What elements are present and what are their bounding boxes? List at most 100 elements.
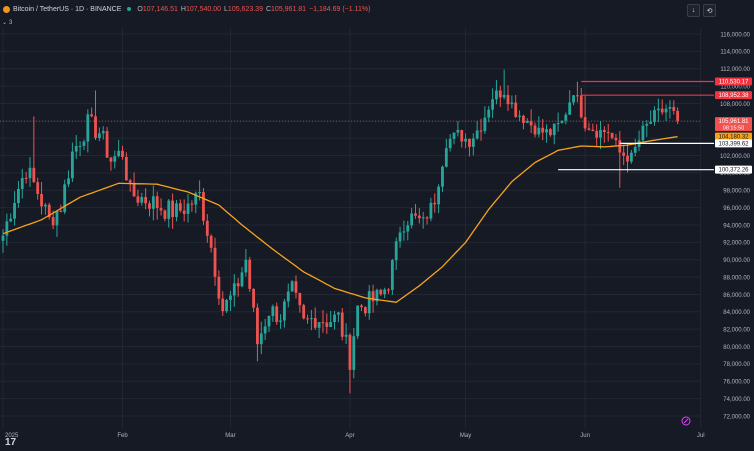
- candle-body: [236, 283, 240, 287]
- candle-body: [425, 217, 429, 219]
- market-status-icon: [127, 7, 132, 11]
- candle-body: [333, 314, 336, 323]
- price-tick-label: 96,000.00: [723, 206, 750, 212]
- candle-body: [190, 203, 194, 205]
- candle-body: [20, 177, 24, 189]
- candle-body: [313, 318, 317, 328]
- candle-body: [390, 260, 394, 290]
- symbol-name: Bitcoin / TetherUS · 1D · BINANCE: [13, 5, 122, 13]
- time-tick-label: Feb: [117, 433, 128, 439]
- candle-body: [606, 132, 610, 134]
- price-tick-label: 112,000.00: [720, 67, 750, 73]
- indicators-toggle[interactable]: ⌄ 3: [2, 19, 13, 27]
- candle-body: [421, 217, 425, 219]
- price-tick-label: 92,000.00: [723, 241, 750, 247]
- candle-body: [217, 276, 221, 299]
- level-badge-108952-bg: [715, 91, 752, 100]
- price-axis[interactable]: 116,000.00 114,000.00 112,000.00 110,000.00…: [720, 32, 751, 420]
- candle-body: [491, 99, 494, 110]
- candle-body: [599, 129, 602, 138]
- candle-body: [587, 128, 591, 130]
- price-tick-label: 114,000.00: [720, 50, 750, 56]
- low-value: 105,623.39: [227, 5, 263, 13]
- candle-body: [545, 129, 548, 133]
- candle-body: [556, 123, 560, 125]
- candle-body: [271, 306, 275, 317]
- candle-body: [495, 90, 498, 100]
- candle-body: [263, 326, 267, 334]
- change-value: −1,184.69 (−1.11%): [309, 5, 371, 13]
- level-badge-100372-bg: [715, 165, 752, 174]
- time-tick-label: Jun: [580, 433, 590, 439]
- candle-body: [522, 115, 525, 123]
- price-tick-label: 78,000.00: [723, 362, 750, 368]
- candle-body: [541, 127, 545, 133]
- candle-body: [59, 210, 63, 212]
- level-badge-103399-text: 103,399.62: [718, 141, 749, 147]
- candle-body: [105, 131, 109, 158]
- candle-body: [151, 196, 155, 209]
- last-price-badge-bg: [715, 117, 752, 132]
- candle-body: [248, 259, 252, 289]
- reset-view-button[interactable]: ⟲: [703, 4, 716, 17]
- indicator-count: 3: [9, 19, 13, 26]
- price-tick-label: 72,000.00: [723, 414, 750, 420]
- candle-body: [672, 107, 676, 111]
- candle-body: [140, 197, 144, 203]
- candle-body: [641, 125, 645, 141]
- candle-body: [97, 133, 101, 139]
- time-tick-label: Mar: [225, 433, 235, 439]
- candle-body: [94, 116, 97, 139]
- candle-body: [618, 140, 622, 153]
- candle-body: [171, 200, 175, 218]
- candle-body: [626, 155, 629, 162]
- go-to-realtime-icon-arrow: [683, 418, 689, 424]
- candle-body: [310, 318, 313, 320]
- candle-body: [90, 114, 94, 117]
- chart-header: Bitcoin / TetherUS · 1D · BINANCE O 107,1…: [0, 0, 690, 18]
- candle-body: [28, 167, 32, 179]
- go-to-realtime-icon[interactable]: [681, 416, 691, 426]
- candle-body: [502, 94, 506, 98]
- time-axis[interactable]: 2025 Feb Mar Apr May Jun Jul: [5, 433, 705, 439]
- candle-body: [656, 108, 660, 111]
- price-tick-label: 98,000.00: [723, 189, 750, 195]
- candle-body: [229, 295, 232, 300]
- last-price-badge-text: 105,961.81: [718, 119, 749, 125]
- candle-body: [198, 192, 202, 194]
- candle-body: [433, 202, 437, 205]
- candle-body: [283, 301, 286, 321]
- time-tick-label: May: [460, 433, 471, 439]
- candle-body: [51, 217, 55, 226]
- candle-body: [121, 150, 124, 158]
- high-label: H: [180, 5, 186, 13]
- candle-body: [44, 204, 47, 207]
- candle-body: [410, 213, 414, 226]
- high-value: 107,540.00: [185, 5, 222, 13]
- candle-body: [360, 305, 363, 308]
- price-tick-label: 108,000.00: [720, 102, 751, 108]
- symbol-title[interactable]: Bitcoin / TetherUS · 1D · BINANCE: [0, 5, 122, 13]
- close-label: C: [265, 5, 272, 13]
- candle-body: [55, 210, 59, 226]
- candle-body: [564, 114, 568, 121]
- candle-body: [256, 307, 259, 345]
- candle-body: [514, 102, 518, 117]
- candle-body: [306, 318, 309, 320]
- candle-body: [676, 110, 680, 122]
- candle-body: [518, 115, 521, 117]
- candle-body: [468, 138, 471, 147]
- candle-body: [286, 291, 290, 302]
- candle-body: [213, 247, 217, 277]
- scroll-down-button[interactable]: ↓: [687, 4, 700, 17]
- grid: [0, 28, 702, 428]
- time-tick-label: Apr: [345, 433, 354, 439]
- candle-body: [132, 182, 136, 197]
- price-tick-label: 80,000.00: [723, 345, 750, 351]
- candle-body: [533, 125, 537, 135]
- candle-body: [209, 235, 213, 248]
- candle-body: [487, 109, 491, 118]
- candle-body: [506, 94, 510, 105]
